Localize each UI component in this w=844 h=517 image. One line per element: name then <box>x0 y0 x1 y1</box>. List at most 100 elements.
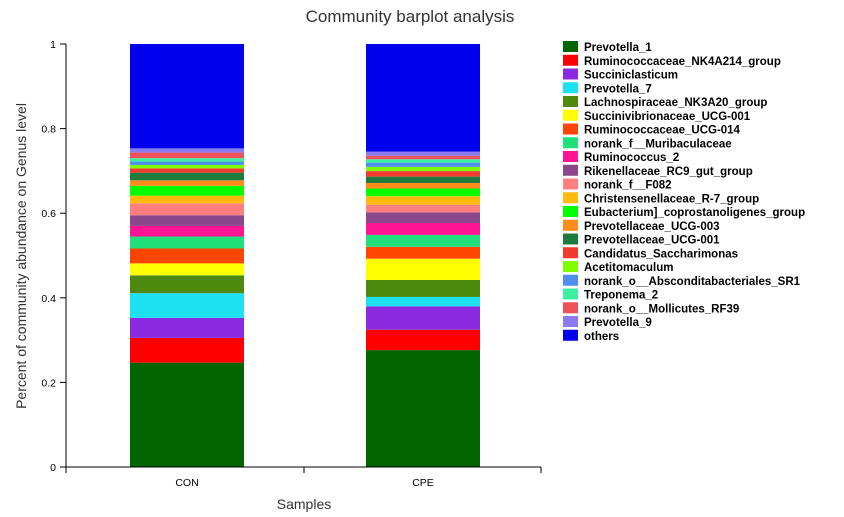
legend-label: norank_o__Mollicutes_RF39 <box>584 303 739 315</box>
bar-segment-cpe-14 <box>366 176 480 184</box>
legend-label: Prevotella_9 <box>584 317 652 329</box>
bar-segment-cpe-0 <box>366 350 480 467</box>
bar-segment-con-18 <box>130 158 244 162</box>
bar-segment-cpe-15 <box>366 171 480 177</box>
legend-label: norank_f__F082 <box>584 180 672 192</box>
y-tick-label: 0 <box>50 462 56 474</box>
legend-swatch <box>563 302 578 314</box>
legend-swatch <box>563 233 578 245</box>
legend-swatch <box>563 96 578 107</box>
bar-segment-cpe-13 <box>366 183 480 189</box>
legend-swatch <box>563 137 578 149</box>
bar-segment-con-9 <box>130 215 244 226</box>
legend-swatch <box>563 261 578 272</box>
legend-swatch <box>563 219 578 231</box>
bar-segment-cpe-8 <box>366 222 480 235</box>
chart-title: Community barplot analysis <box>306 7 515 26</box>
bar-segment-cpe-6 <box>366 246 480 259</box>
bar-segment-con-8 <box>130 225 244 237</box>
x-tick-label-cpe: CPE <box>412 477 434 489</box>
bar-segment-con-2 <box>130 317 244 338</box>
legend-swatch <box>563 109 578 121</box>
legend-swatch <box>563 68 578 80</box>
legend-swatch <box>563 178 578 190</box>
bar-segment-cpe-17 <box>366 162 480 167</box>
bar-segment-cpe-19 <box>366 155 480 160</box>
legend: Prevotella_1 Ruminococcaceae_NK4A214_grou… <box>563 41 805 343</box>
bar-segment-cpe-2 <box>366 306 480 330</box>
legend-label: norank_o__Absconditabacteriales_SR1 <box>584 276 801 288</box>
bar-segment-con-7 <box>130 236 244 249</box>
x-axis-ticks: CON CPE <box>65 467 542 489</box>
bar-segment-cpe-4 <box>366 279 480 297</box>
bar-segment-cpe-20 <box>366 151 480 156</box>
bar-segment-con-12 <box>130 185 244 196</box>
bar-segment-con-20 <box>130 148 244 153</box>
legend-label: Prevotella_1 <box>584 42 652 54</box>
bar-segment-con-11 <box>130 195 244 204</box>
bar-segment-cpe-21 <box>366 44 480 152</box>
y-tick-label: 0.4 <box>41 293 56 305</box>
bar-segment-con-19 <box>130 152 244 159</box>
legend-swatch <box>563 247 578 259</box>
legend-label: Prevotellaceae_UCG-001 <box>584 235 720 247</box>
legend-label: Lachnospiraceae_NK3A20_group <box>584 97 767 109</box>
bar-segment-con-4 <box>130 275 244 294</box>
x-tick-label-con: CON <box>175 477 198 489</box>
legend-label: Candidatus_Saccharimonas <box>584 248 738 260</box>
bar-segment-cpe-7 <box>366 234 480 247</box>
legend-label: Christensenellaceae_R-7_group <box>584 193 759 205</box>
bar-segment-con-6 <box>130 248 244 264</box>
bar-segment-con-15 <box>130 168 244 173</box>
y-axis-title: Percent of community abundance on Genus … <box>13 103 29 409</box>
legend-swatch <box>563 151 578 162</box>
bar-segment-con-3 <box>130 293 244 318</box>
bar-segment-con-14 <box>130 172 244 181</box>
legend-swatch <box>563 164 578 176</box>
legend-label: Rikenellaceae_RC9_gut_group <box>584 166 753 178</box>
legend-label: Eubacterium]_coprostanoligenes_group <box>584 207 805 219</box>
bar-segment-cpe-10 <box>366 204 480 213</box>
bar-segment-cpe-1 <box>366 329 480 351</box>
legend-swatch <box>563 316 578 327</box>
legend-label: norank_f__Muribaculaceae <box>584 138 732 150</box>
legend-label: Ruminococcaceae_UCG-014 <box>584 125 741 137</box>
legend-swatch <box>563 288 578 300</box>
bar-segment-cpe-18 <box>366 159 480 163</box>
bar-segment-con-1 <box>130 337 244 363</box>
legend-label: Prevotellaceae_UCG-003 <box>584 221 720 233</box>
y-tick-label: 0.6 <box>41 208 56 220</box>
bar-segment-con-16 <box>130 164 244 169</box>
y-axis-ticks: 0 0.2 0.4 0.6 0.8 1 <box>41 39 66 474</box>
legend-swatch <box>563 206 578 217</box>
y-tick-label: 0.2 <box>41 377 56 389</box>
legend-swatch <box>563 329 578 341</box>
legend-label: Succiniclasticum <box>584 70 678 82</box>
legend-swatch <box>563 41 578 52</box>
bar-segment-cpe-5 <box>366 258 480 280</box>
bar-segment-con-10 <box>130 203 244 216</box>
x-axis-title: Samples <box>277 496 331 512</box>
bar-segment-con-21 <box>130 44 244 149</box>
bar-segment-cpe-16 <box>366 166 480 172</box>
legend-label: Ruminococcus_2 <box>584 152 679 164</box>
bar-segment-cpe-9 <box>366 212 480 223</box>
bar-segment-cpe-3 <box>366 296 480 307</box>
legend-swatch <box>563 274 578 286</box>
bar-segment-cpe-11 <box>366 196 480 205</box>
legend-label: Prevotella_7 <box>584 83 652 95</box>
bar-segment-cpe-12 <box>366 188 480 197</box>
y-tick-label: 1 <box>50 39 56 51</box>
legend-label: Ruminococcaceae_NK4A214_group <box>584 56 781 68</box>
legend-swatch <box>563 82 578 94</box>
legend-label: Treponema_2 <box>584 290 658 302</box>
legend-label: Succinivibrionaceae_UCG-001 <box>584 111 751 123</box>
legend-swatch <box>563 54 578 66</box>
bar-segment-con-13 <box>130 180 244 186</box>
y-tick-label: 0.8 <box>41 124 56 136</box>
legend-swatch <box>563 192 578 204</box>
legend-label: Acetitomaculum <box>584 262 673 274</box>
bar-segment-con-0 <box>130 362 244 467</box>
bars-group <box>130 44 480 467</box>
